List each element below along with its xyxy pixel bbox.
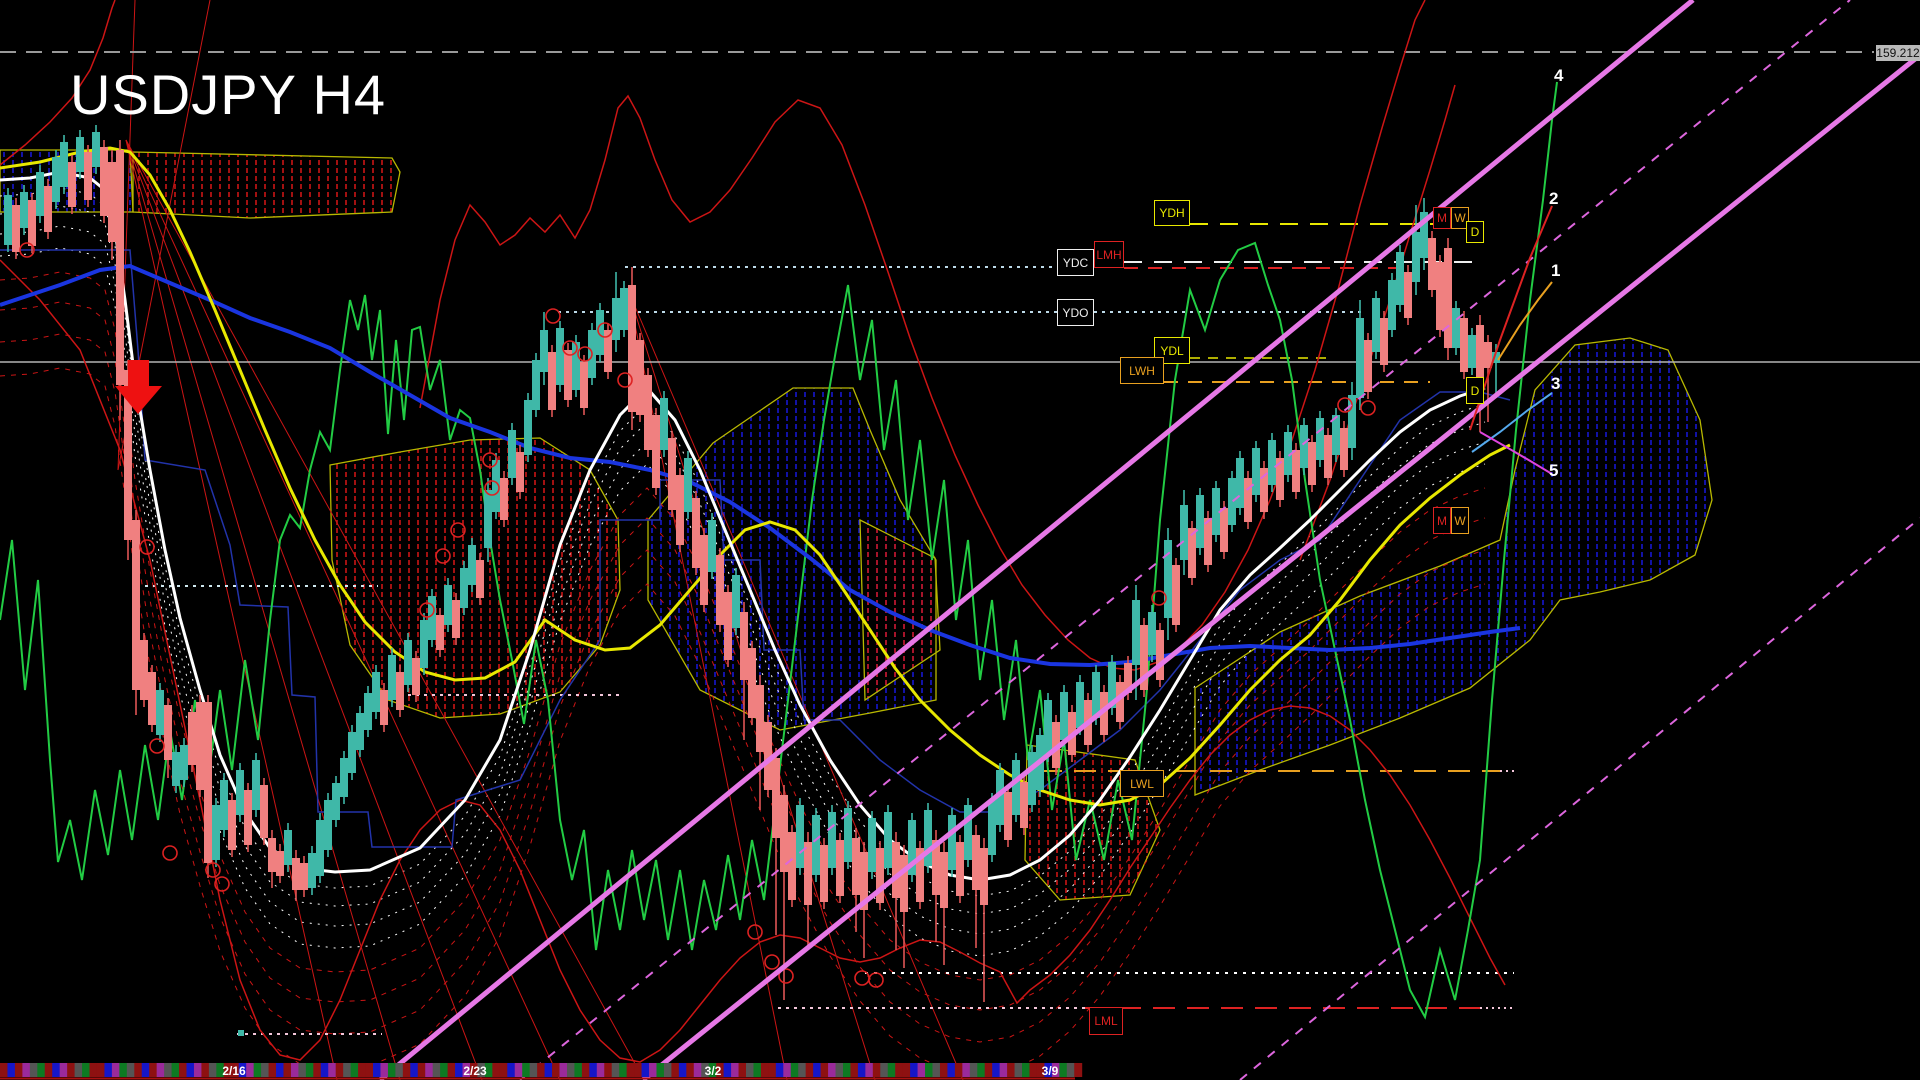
projection-label-3: 3 [1551,374,1561,393]
date-label-2/23: 2/23 [463,1064,487,1078]
signal-circles [19,242,1376,988]
level-box-LWH: LWH [1120,357,1164,384]
level-box-LWL: LWL [1120,770,1164,797]
level-box-LML: LML [1089,1007,1123,1035]
level-box-LMH: LMH [1094,241,1124,268]
chart-title: USDJPY H4 [70,63,387,126]
level-box-YDL: YDL [1154,337,1190,364]
level-box-M: M [1433,207,1451,229]
red-fan-lines [117,0,964,1080]
date-label-3/2: 3/2 [704,1064,722,1078]
level-box-YDO: YDO [1057,299,1094,326]
projection-label-2: 2 [1549,189,1559,208]
level-box-YDC: YDC [1057,249,1094,276]
bottom-indicator-strip [0,1063,1083,1080]
projection-lines [1469,205,1553,475]
level-box-W: W [1451,207,1469,229]
level-box-W: W [1451,507,1469,534]
date-label-2/16: 2/16 [222,1064,246,1078]
trend-channel-lines [378,0,1920,1080]
level-box-YDH: YDH [1154,200,1190,226]
level-box-D: D [1466,377,1484,404]
projection-label-5: 5 [1549,461,1559,480]
overlay-marks [115,360,244,1036]
projection-label-1: 1 [1551,261,1561,280]
date-label-3/9: 3/9 [1041,1064,1059,1078]
level-box-D: D [1466,221,1484,243]
price-axis-tag: 159.212 [1876,45,1920,61]
level-box-M: M [1433,507,1451,534]
projection-label-4: 4 [1554,66,1564,85]
